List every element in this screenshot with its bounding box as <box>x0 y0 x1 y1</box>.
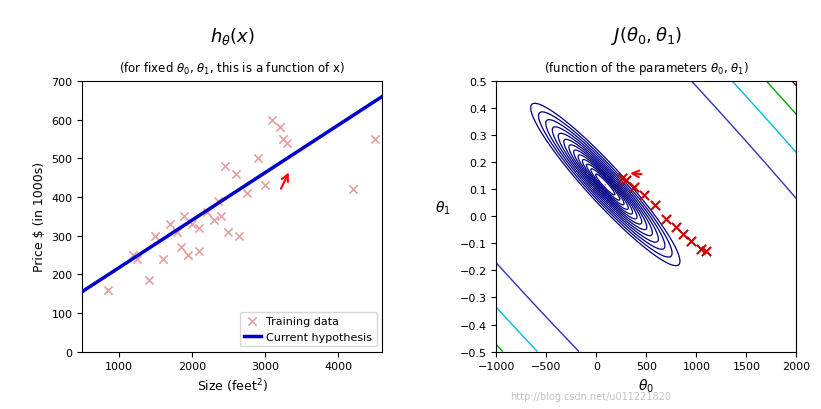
Point <box>670 224 683 231</box>
Point <box>649 203 662 209</box>
Training data <box>193 248 206 255</box>
Text: $J(\theta_0, \theta_1)$: $J(\theta_0, \theta_1)$ <box>611 25 681 47</box>
Y-axis label: $\theta_1$: $\theta_1$ <box>435 200 451 217</box>
Training data <box>266 117 279 124</box>
Training data <box>186 221 199 228</box>
Point <box>620 177 633 184</box>
Point <box>685 238 698 244</box>
Training data <box>200 210 213 216</box>
Training data <box>149 233 162 239</box>
Point <box>699 249 713 255</box>
Text: $h_\theta(x)$: $h_\theta(x)$ <box>210 26 255 47</box>
Training data <box>130 256 143 263</box>
Training data <box>273 125 287 131</box>
Training data <box>143 277 156 284</box>
Training data <box>207 217 220 224</box>
Legend: Training data, Current hypothesis: Training data, Current hypothesis <box>240 312 377 346</box>
X-axis label: Size (feet$^2$): Size (feet$^2$) <box>197 377 268 395</box>
Training data <box>229 171 242 178</box>
Training data <box>259 183 272 189</box>
Text: http://blog.csdn.net/u011221820: http://blog.csdn.net/u011221820 <box>511 391 672 401</box>
Point <box>695 246 708 252</box>
Training data <box>193 225 206 231</box>
Training data <box>126 252 140 258</box>
Training data <box>346 187 360 193</box>
Training data <box>251 156 264 162</box>
Training data <box>277 136 290 143</box>
Training data <box>369 136 382 143</box>
Point <box>660 216 673 223</box>
Training data <box>181 252 195 258</box>
X-axis label: $\theta_0$: $\theta_0$ <box>638 377 654 394</box>
Training data <box>177 213 190 220</box>
Training data <box>174 244 187 251</box>
Training data <box>171 229 184 236</box>
Training data <box>101 287 114 293</box>
Text: (for fixed $\theta_0$, $\theta_1$, this is a function of x): (for fixed $\theta_0$, $\theta_1$, this … <box>119 61 346 76</box>
Point <box>677 231 690 238</box>
Text: (function of the parameters $\theta_0$, $\theta_1$): (function of the parameters $\theta_0$, … <box>544 59 749 76</box>
Training data <box>233 233 246 239</box>
Training data <box>163 221 177 228</box>
Training data <box>241 190 254 197</box>
Training data <box>281 140 294 147</box>
Training data <box>156 256 169 263</box>
Training data <box>214 213 227 220</box>
Training data <box>218 163 232 170</box>
Y-axis label: Price $ (in 1000s): Price $ (in 1000s) <box>33 162 46 272</box>
Point <box>616 176 629 182</box>
Training data <box>222 229 235 236</box>
Point <box>628 184 641 190</box>
Point <box>638 192 651 198</box>
Training data <box>211 198 224 204</box>
